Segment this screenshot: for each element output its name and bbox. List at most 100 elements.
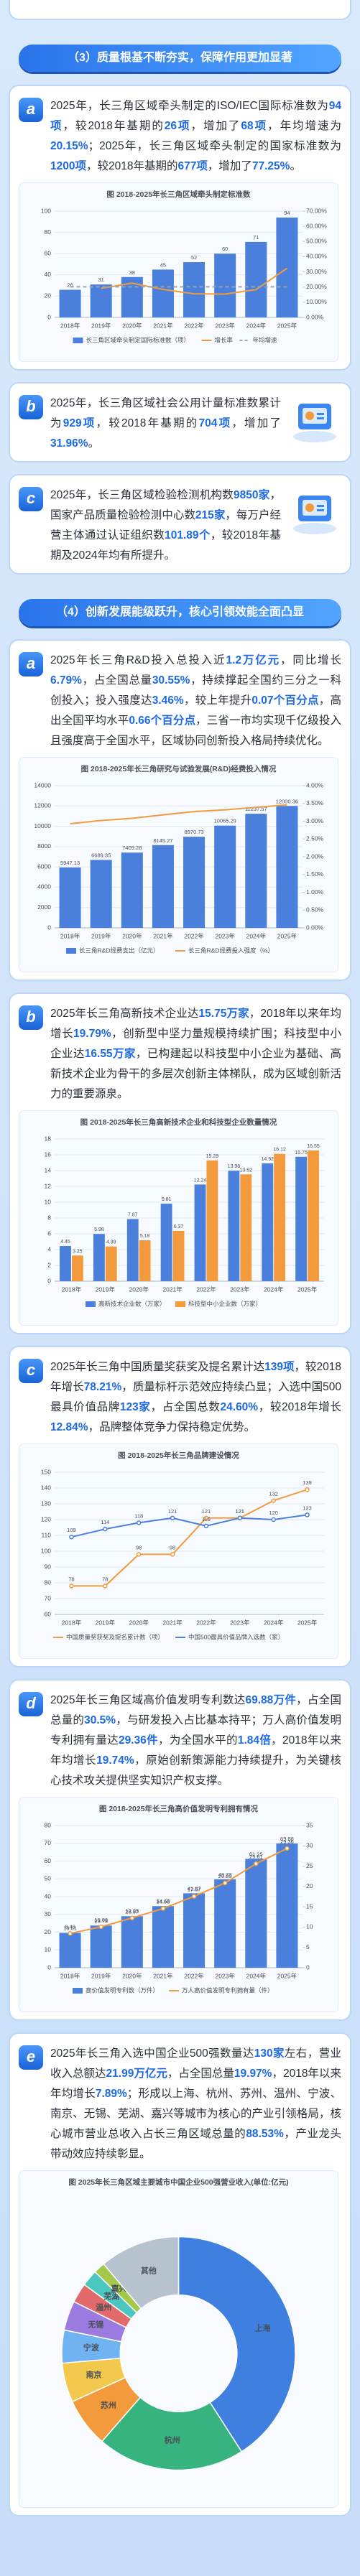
y-tick-label: 120 [41,1515,51,1522]
bar [214,254,236,317]
y-tick-label: 100 [41,1547,51,1554]
previous-card-edge [9,0,351,20]
x-tick-label: 2018年 [60,1972,80,1979]
y2-tick-label: 0 [306,1963,310,1971]
text-run: 2025年长三角入选中国企业500强数量达 [50,2047,254,2060]
line-point [68,1931,73,1936]
highlight-number: 15.75万家 [198,1008,249,1020]
y2-tick-label: 3.00% [306,817,324,824]
y2-tick-label: 15 [306,1902,313,1910]
chart: 图 2018-2025年长三角研究与试验发展(R&D)经费投入情况 0 2000 40… [19,757,338,972]
legend-swatch [73,1988,83,1994]
y-tick-label: 80 [45,1578,52,1586]
y-tick-label: 80 [45,1821,52,1828]
highlight-number: 26项 [164,120,191,132]
text-run: ，三省一市均实现千亿级投入且强度高于全国水平，区域协同创新投入格局持续优化。 [50,715,341,747]
chart-title: 图 2025年长三角区域主要城市中国企业500强营业收入(单位:亿元) [68,2177,288,2187]
bar [59,289,81,317]
data-label: 123 [303,1505,312,1511]
legend-label: 高新技术企业数（万家） [98,1300,166,1307]
line-point [203,1515,209,1521]
highlight-number: 77.25% [251,160,290,172]
text-run: ，较2018年基期的 [96,417,199,429]
paragraph: 2025年长三角R&D投入总投入近1.2万亿元，同比增长 6.79%，占全国总量3… [50,651,341,751]
data-label: 61.25 [249,1851,263,1857]
card: b 2025年，长三角区域社会公用计量标准数累计为929项，较2018年基期的70… [9,382,351,462]
card: b 2025年长三角高新技术企业达15.75万家，2018年以来年均增长19.79… [9,992,351,1334]
x-tick-label: 2023年 [215,322,235,329]
highlight-number: 88.53% [246,2128,284,2140]
text-run: ，原始创新策源能力持续提升，为关键核心技术攻关提供坚实知识产权支撑。 [50,1754,341,1787]
line-point [305,1487,310,1492]
data-label: 78 [68,1576,74,1582]
paragraph: 2025年，长三角区域检验检测机构数9850家，国家产品质量检验检测中心数215… [50,485,281,566]
y-tick-label: 20 [45,292,52,299]
bar [276,217,298,317]
item-letter: a [19,652,43,676]
line-point [69,1584,74,1589]
y-tick-label: 4000 [37,883,51,891]
highlight-number: 19.79% [73,1028,111,1040]
bar [152,269,174,317]
y-tick-label: 10 [45,1946,52,1953]
highlight-number: 677项 [177,160,208,172]
bar [276,1843,298,1968]
bar [206,1160,218,1281]
y2-tick-label: 0.00% [306,313,324,320]
item-row: e 2025年长三角入选中国企业500强数量达130家左右，营业收入总额达21.9… [19,2044,341,2165]
card: c 2025年长三角中国质量奖获奖及提名累计达139项，较2018年增长78.21… [9,1346,351,1668]
bar [228,1171,240,1281]
slice-label: 温州 [96,2302,111,2312]
bar [60,1246,71,1281]
y2-tick-label: 3.50% [306,799,324,806]
highlight-number: 94项 [50,100,341,132]
bar [172,1230,185,1281]
line-point [170,1515,175,1521]
item-row: c 2025年，长三角区域检验检测机构数9850家，国家产品质量检验检测中心数21… [19,485,341,566]
y2-tick-label: 1.00% [306,888,324,896]
chart-title: 图 2018-2025年长三角研究与试验发展(R&D)经费投入情况 [81,764,277,773]
y-tick-label: 40 [45,1892,52,1900]
line-point [285,1846,290,1851]
bar [121,1916,143,1968]
legend-label: 万人高价值发明专利拥有量（件） [182,1986,274,1994]
highlight-number: 130家 [254,2047,285,2060]
highlight-number: 101.89个 [165,529,211,541]
bar [245,241,267,317]
x-tick-label: 2021年 [153,932,173,939]
text-run: ，占全国总量的 [50,1694,341,1726]
text-run: ，增加了 [207,160,252,172]
data-label: 20.85 [218,1873,232,1879]
y2-tick-label: 50.00% [306,238,327,245]
text-run: ，2018年以来年均增长 [50,1734,341,1767]
item-letter: b [19,1005,43,1030]
text-run: 2025年，长三角区域牵头制定的ISO/IEC国际标准数为 [50,100,329,112]
text-run: 。 [88,437,100,450]
y-tick-label: 130 [41,1499,51,1507]
data-label: 60 [222,246,228,252]
item-row: b 2025年长三角高新技术企业达15.75万家，2018年以来年均增长19.79… [19,1004,341,1105]
y-tick-label: 6000 [37,862,51,870]
x-tick-label: 2022年 [184,322,204,329]
y2-tick-label: 30.00% [306,268,327,275]
x-tick-label: 2024年 [264,1285,284,1293]
text-run: ，持续撑起全国约三分之一科创投入；投入强度达 [50,674,341,707]
data-label: 23.73 [94,1917,108,1924]
legend-label: 科技型中小企业数（万家） [188,1300,262,1307]
highlight-number: 19.97% [234,2068,272,2080]
chart-title: 图 2018-2025年长三角高价值发明专利拥有情况 [99,1804,259,1813]
data-label: 132 [269,1491,278,1497]
highlight-number: 0.66个百分点 [129,715,196,727]
y2-tick-label: 35 [306,1821,313,1828]
highlight-number: 929项 [63,417,96,429]
item-letter: d [19,1692,43,1716]
data-label: 52 [191,254,197,261]
highlight-number: 21.99万亿元 [106,2068,167,2080]
line-point [203,1523,209,1529]
section-header: （4）创新发展能级跃升，核心引领效能全面凸显 [19,599,341,626]
x-tick-label: 2023年 [230,1285,250,1293]
y-tick-label: 8000 [37,842,51,850]
bar [245,1859,267,1968]
data-label: 16.55 [307,1144,320,1149]
